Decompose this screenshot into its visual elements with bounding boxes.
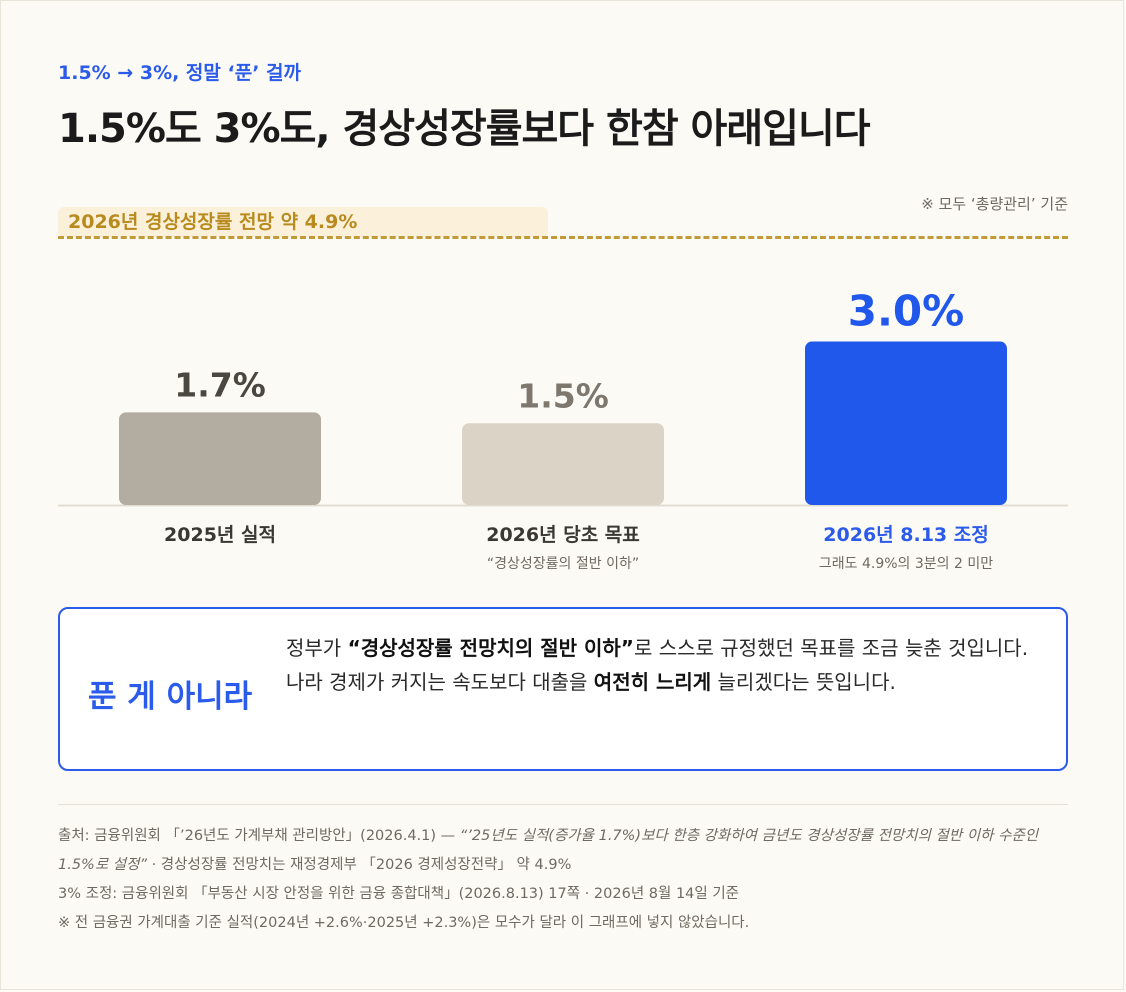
source-quote: “’25년도 실적(증가율 1.7%)보다 한층 강화하여 금년도 경상성장률 …: [58, 828, 1039, 873]
callout-text-3: 늘리겠다는 뜻입니다.: [711, 670, 896, 694]
callout-text-2: 로 스스로 규정했던 목표를 조금 늦춘 것입니다. 나라 경제가 커지는 속도…: [286, 636, 1029, 694]
source-line-1-b: · 경상성장률 전망치는 재정경제부 「2026 경제성장전략」 약 4.9%: [146, 857, 572, 873]
callout-box: 푼 게 아니라 정부가 “경상성장률 전망치의 절반 이하”로 스스로 규정했던…: [58, 607, 1068, 771]
category-label-2: 2026년 당초 목표: [486, 524, 640, 546]
bar-3: [805, 341, 1007, 505]
source-line-1: 출처: 금융위원회 「’26년도 가계부채 관리방안」(2026.4.1) — …: [58, 822, 1070, 880]
bar-1: [119, 412, 321, 505]
callout-bold-2: 여전히 느리게: [593, 670, 712, 694]
bar-2: [462, 423, 664, 505]
source-line-1-a: 출처: 금융위원회 「’26년도 가계부채 관리방안」(2026.4.1) —: [58, 828, 460, 844]
category-sublabel-3: 그래도 4.9%의 3분의 2 미만: [818, 556, 994, 572]
reference-line-label: 2026년 경상성장률 전망 약 4.9%: [58, 207, 548, 237]
bar-value-label-2: 1.5%: [517, 376, 609, 415]
callout-body: 정부가 “경상성장률 전망치의 절반 이하”로 스스로 규정했던 목표를 조금 …: [286, 631, 1046, 699]
footer-divider: [58, 804, 1068, 805]
callout-bold-1: “경상성장률 전망치의 절반 이하”: [347, 636, 634, 660]
source-notes: 출처: 금융위원회 「’26년도 가계부채 관리방안」(2026.4.1) — …: [58, 822, 1070, 938]
source-line-3: ※ 전 금융권 가계대출 기준 실적(2024년 +2.6%·2025년 +2.…: [58, 915, 750, 931]
category-label-1: 2025년 실적: [164, 524, 276, 546]
page-title: 1.5%도 3%도, 경상성장률보다 한참 아래입니다: [58, 106, 871, 152]
reference-line: [58, 236, 1068, 239]
callout-text-1: 정부가: [286, 636, 348, 660]
basis-note: ※ 모두 ‘총량관리’ 기준: [921, 195, 1068, 213]
bar-chart: 1.7% 1.5% 3.0%: [58, 287, 1068, 507]
bar-value-label-3: 3.0%: [848, 287, 964, 336]
kicker: 1.5% → 3%, 정말 ‘푼’ 걸까: [58, 62, 301, 84]
callout-heading: 푼 게 아니라: [88, 679, 253, 715]
bar-value-label-1: 1.7%: [174, 365, 266, 404]
category-sublabel-2: “경상성장률의 절반 이하”: [486, 556, 640, 572]
category-label-3: 2026년 8.13 조정: [823, 524, 989, 546]
source-line-2: 3% 조정: 금융위원회 「부동산 시장 안정을 위한 금융 종합대책」(202…: [58, 886, 740, 902]
